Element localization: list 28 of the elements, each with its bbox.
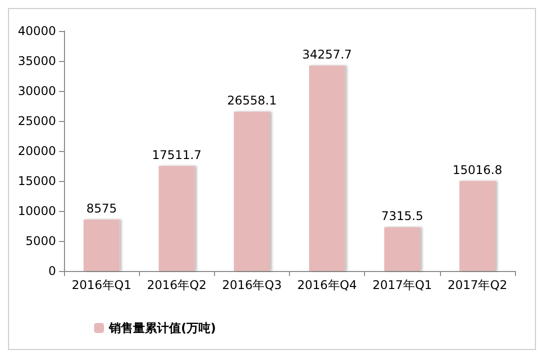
bar xyxy=(234,112,270,271)
bar xyxy=(158,166,195,271)
x-tick-label: 2017年Q1 xyxy=(372,278,432,292)
data-label: 7315.5 xyxy=(381,209,424,224)
y-tick-label: 20000 xyxy=(18,144,56,158)
data-label: 17511.7 xyxy=(152,148,202,162)
y-tick-label: 35000 xyxy=(18,54,56,68)
y-tick-label: 25000 xyxy=(18,114,56,128)
y-tick-label: 5000 xyxy=(25,234,56,248)
data-label: 34257.7 xyxy=(302,47,352,62)
y-tick-label: 40000 xyxy=(18,24,56,38)
x-tick-label: 2016年Q3 xyxy=(222,278,282,292)
bar xyxy=(309,65,346,271)
y-tick-label: 15000 xyxy=(18,174,56,188)
x-tick-label: 2016年Q1 xyxy=(72,278,132,292)
data-label: 15016.8 xyxy=(452,162,502,177)
bar xyxy=(459,180,496,271)
y-tick-label: 0 xyxy=(48,264,56,278)
data-label: 8575 xyxy=(86,202,117,216)
bar xyxy=(84,220,120,271)
x-tick-label: 2016年Q2 xyxy=(146,278,207,292)
legend-label: 销售量累计值(万吨) xyxy=(108,321,216,335)
data-label: 26558.1 xyxy=(227,94,277,108)
bar xyxy=(384,227,420,271)
x-tick-label: 2016年Q4 xyxy=(297,278,357,292)
x-tick-label: 2017年Q2 xyxy=(448,278,508,292)
y-tick-label: 30000 xyxy=(18,84,56,98)
y-tick-label: 10000 xyxy=(18,204,56,218)
